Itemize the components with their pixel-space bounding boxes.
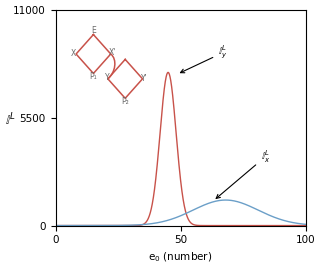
Text: X': X' — [109, 48, 116, 58]
Text: P₂: P₂ — [121, 97, 129, 106]
Y-axis label: $\mathbb{I}^L$: $\mathbb{I}^L$ — [5, 112, 16, 128]
Text: $\mathbb{I}^L_y$: $\mathbb{I}^L_y$ — [180, 44, 227, 73]
X-axis label: e$_0$ (number): e$_0$ (number) — [148, 251, 213, 264]
Text: P₁: P₁ — [90, 72, 97, 81]
Text: Y': Y' — [141, 74, 148, 83]
Text: $\mathbb{I}^L_x$: $\mathbb{I}^L_x$ — [216, 148, 270, 198]
Text: E: E — [91, 26, 96, 35]
Text: Y: Y — [105, 73, 109, 82]
Text: X: X — [71, 49, 76, 59]
